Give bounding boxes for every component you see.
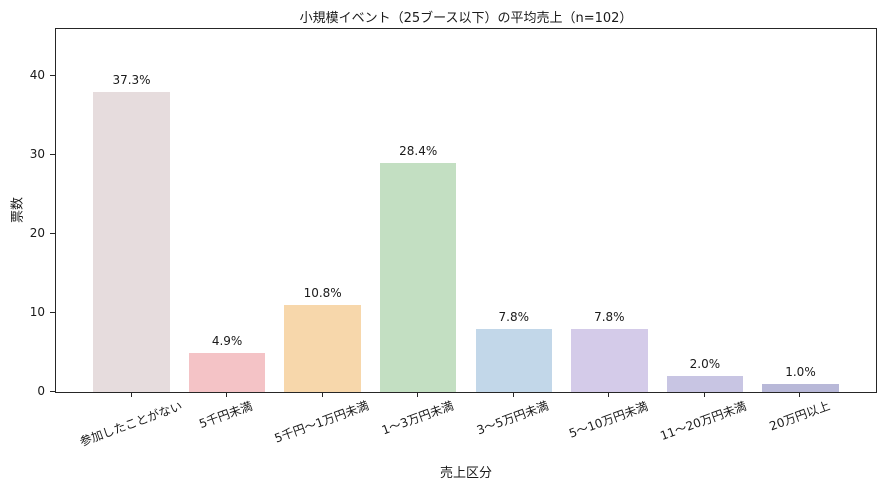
y-axis-label: 票数 bbox=[10, 196, 26, 224]
x-tick-label-5: 5〜10万円未満 bbox=[566, 398, 650, 441]
x-tick-label-6: 11〜20万円未満 bbox=[658, 399, 749, 444]
bar-value-label-2: 10.8% bbox=[303, 286, 342, 301]
plot-area: 37.3% 4.9% 10.8% 28.4% 7.8% 7.8% 2.0% 1.0% bbox=[55, 28, 877, 393]
bar-0 bbox=[93, 92, 170, 392]
bar-value-label-3: 28.4% bbox=[399, 144, 438, 159]
bar-3 bbox=[379, 163, 457, 392]
bar-7 bbox=[762, 384, 839, 392]
x-tick-mark-4 bbox=[512, 392, 514, 397]
bar-value-label-0: 37.3% bbox=[112, 73, 151, 88]
bar-5 bbox=[571, 328, 648, 392]
x-tick-label-1: 5千円未満 bbox=[197, 399, 255, 432]
bar-2 bbox=[284, 305, 361, 392]
x-tick-mark-7 bbox=[799, 392, 801, 397]
x-tick-mark-2 bbox=[321, 392, 323, 397]
y-tick-label-0: 0 bbox=[37, 384, 45, 398]
y-tick-mark-2 bbox=[50, 233, 55, 235]
y-tick-label-2: 20 bbox=[29, 226, 45, 241]
bar-value-label-7: 1.0% bbox=[785, 365, 816, 380]
x-tick-mark-3 bbox=[417, 392, 419, 397]
x-tick-label-7: 20万円以上 bbox=[767, 398, 832, 434]
bar-value-label-6: 2.0% bbox=[689, 357, 721, 372]
y-tick-mark-3 bbox=[50, 154, 55, 156]
x-tick-label-3: 1〜3万円未満 bbox=[379, 398, 456, 438]
x-tick-label-2: 5千円〜1万円未満 bbox=[272, 398, 371, 446]
bar-4 bbox=[475, 328, 552, 392]
y-tick-mark-0 bbox=[50, 391, 55, 392]
bar-value-label-1: 4.9% bbox=[211, 333, 243, 348]
bar-6 bbox=[666, 376, 744, 392]
bar-value-label-4: 7.8% bbox=[498, 309, 530, 324]
y-tick-label-1: 10 bbox=[29, 305, 45, 320]
y-tick-mark-4 bbox=[50, 75, 55, 77]
x-tick-label-0: 参加したことがない bbox=[77, 398, 184, 450]
y-tick-label-3: 30 bbox=[29, 147, 45, 162]
chart-title: 小規模イベント（25ブース以下）の平均売上（n=102） bbox=[299, 11, 633, 26]
x-tick-mark-0 bbox=[130, 392, 132, 397]
x-tick-mark-6 bbox=[703, 392, 705, 397]
x-tick-mark-5 bbox=[608, 392, 610, 397]
x-tick-mark-1 bbox=[226, 392, 228, 397]
y-tick-mark-1 bbox=[50, 312, 55, 314]
x-tick-label-4: 3〜5万円未満 bbox=[475, 398, 551, 438]
y-tick-label-4: 40 bbox=[29, 68, 45, 83]
bar-value-label-5: 7.8% bbox=[594, 309, 625, 324]
x-axis-label: 売上区分 bbox=[439, 466, 492, 481]
bar-1 bbox=[188, 352, 266, 392]
